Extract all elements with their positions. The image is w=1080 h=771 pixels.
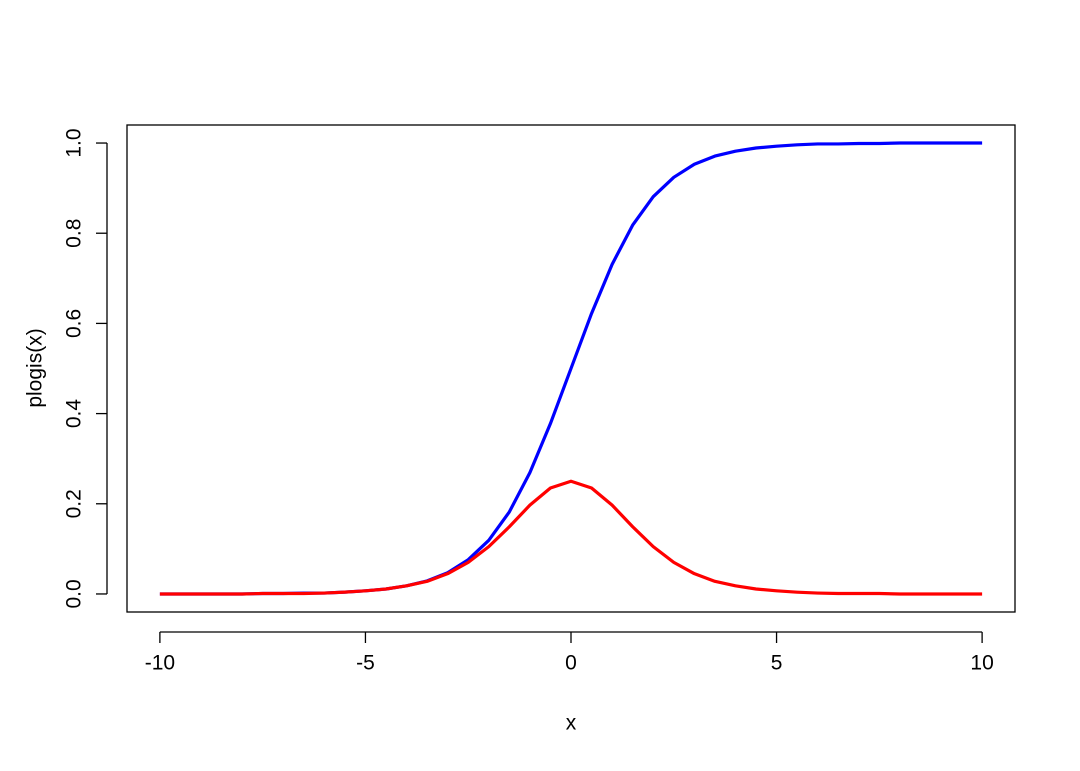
y-axis-label: plogis(x) <box>24 328 47 407</box>
x-tick-label: 5 <box>771 652 783 675</box>
data-line <box>159 141 983 596</box>
y-tick-label: 0.0 <box>63 579 86 608</box>
plot-frame <box>126 124 1016 613</box>
x-axis-label: x <box>566 712 577 735</box>
y-tick-label: 0.8 <box>63 219 86 248</box>
x-tick-label: 0 <box>565 652 577 675</box>
x-tick-label: 10 <box>970 652 993 675</box>
x-tick-label: -5 <box>356 652 375 675</box>
y-tick-label: 0.2 <box>63 489 86 518</box>
y-tick-label: 1.0 <box>63 128 86 157</box>
data-line <box>159 479 983 596</box>
y-tick-label: 0.6 <box>63 309 86 338</box>
y-tick-label: 0.4 <box>63 399 86 429</box>
x-tick-label: -10 <box>145 652 175 675</box>
